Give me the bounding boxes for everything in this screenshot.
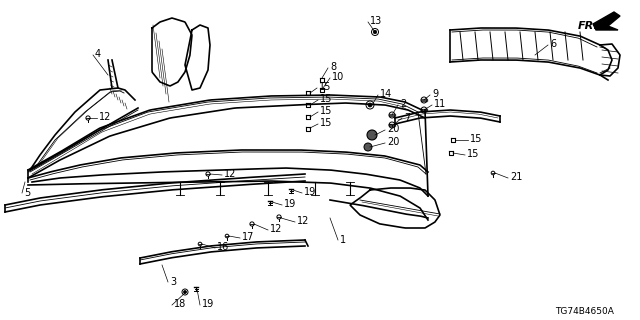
Polygon shape [389,124,395,126]
Text: 19: 19 [202,299,214,309]
Text: 13: 13 [370,16,382,26]
Text: 18: 18 [174,299,186,309]
Text: 15: 15 [320,118,332,128]
Text: 2: 2 [400,99,406,109]
Text: 15: 15 [320,106,332,116]
Text: 12: 12 [297,216,309,226]
Text: 15: 15 [470,134,483,144]
Circle shape [364,143,372,151]
Text: 21: 21 [510,172,522,182]
Circle shape [367,130,377,140]
Circle shape [373,30,377,34]
Text: 20: 20 [387,124,399,134]
Circle shape [184,291,186,293]
Text: 12: 12 [224,169,236,179]
Polygon shape [421,109,427,111]
Text: 17: 17 [242,232,254,242]
Text: 5: 5 [24,188,30,198]
Circle shape [368,103,372,107]
Text: 11: 11 [434,99,446,109]
Polygon shape [421,99,427,101]
Text: 9: 9 [432,89,438,99]
Text: 3: 3 [170,277,176,287]
Text: FR.: FR. [578,21,599,31]
Text: 16: 16 [217,242,229,252]
Text: 19: 19 [284,199,296,209]
Text: 10: 10 [332,72,344,82]
Text: 1: 1 [340,235,346,245]
Text: 15: 15 [319,82,332,92]
Polygon shape [593,12,620,30]
Text: 19: 19 [304,187,316,197]
Text: 14: 14 [380,89,392,99]
Polygon shape [389,114,395,116]
Text: 7: 7 [404,113,410,123]
Text: 4: 4 [95,49,101,59]
Text: 15: 15 [467,149,479,159]
Text: 12: 12 [270,224,282,234]
Text: 12: 12 [99,112,111,122]
Text: 20: 20 [387,137,399,147]
Text: 6: 6 [550,39,556,49]
Text: 15: 15 [320,94,332,104]
Text: 8: 8 [330,62,336,72]
Text: TG74B4650A: TG74B4650A [555,308,614,316]
